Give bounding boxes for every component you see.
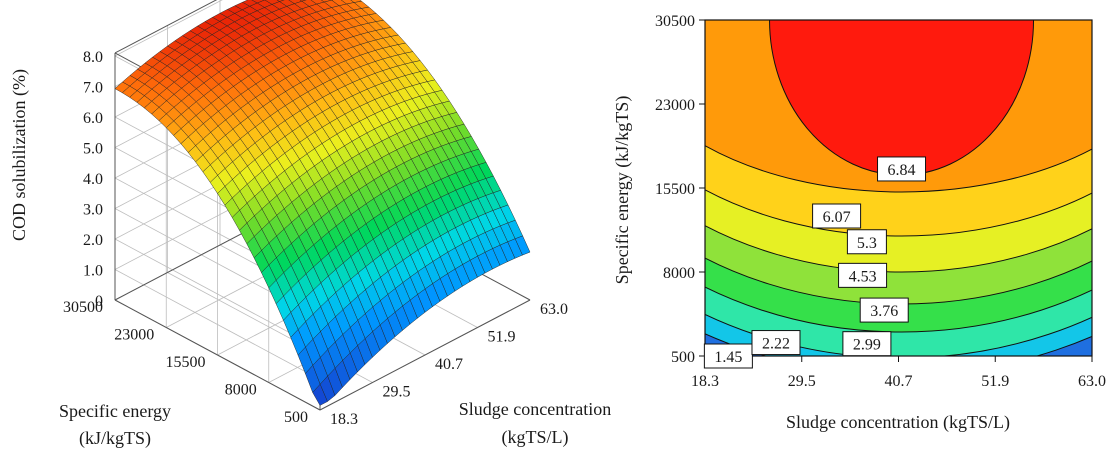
- y-tick-label: 30500: [63, 299, 103, 316]
- contour-y-tick-label: 30500: [655, 13, 695, 30]
- contour-level-label: 6.07: [812, 203, 862, 229]
- contour-x-tick-label: 63.0: [1078, 373, 1106, 390]
- contour-y-tick-label: 23000: [655, 97, 695, 114]
- z-tick-label: 5.0: [83, 141, 103, 158]
- contour-x-tick-label: 51.9: [981, 373, 1009, 390]
- contour-x-axis-label: Sludge concentration (kgTS/L): [786, 412, 1010, 433]
- y-tick-label: 500: [284, 409, 308, 426]
- x-tick-label: 29.5: [383, 384, 411, 401]
- contour-level-value: 6.07: [823, 209, 851, 226]
- z-axis-label: COD solubilization (%): [9, 69, 30, 241]
- contour-x-tick-label: 18.3: [691, 373, 719, 390]
- contour-y-tick-label: 15500: [655, 181, 695, 198]
- contour-level-label: 1.45: [703, 343, 753, 369]
- contour-level-value: 4.53: [849, 268, 877, 285]
- x-axis-label-line1: Sludge concentration: [459, 399, 611, 419]
- axis-box-edge: [114, 299, 321, 411]
- x-tick-label: 18.3: [330, 411, 358, 428]
- z-tick-label: 2.0: [83, 232, 103, 249]
- axis-box-edge: [319, 299, 531, 411]
- contour-bands: [705, 20, 1092, 356]
- z-tick-label: 3.0: [83, 202, 103, 219]
- axis-box-edge: [114, 0, 218, 54]
- surface-chart: 0 1.0 2.0 3.0 4.0 5.0 6.0 7.0 8.0 500 8000 15500 230…: [9, 0, 611, 449]
- contour-level-labels: 1.45 2.22 2.99 3.76 4.53 5.3 6.07 6.84: [703, 156, 927, 369]
- z-tick-label: 0: [95, 293, 103, 310]
- x-tick-label: 40.7: [435, 356, 463, 373]
- contour-level-label: 3.76: [859, 297, 909, 323]
- contour-level-value: 2.99: [853, 337, 881, 354]
- z-tick-label: 7.0: [83, 80, 103, 97]
- y-axis-label-line1: Specific energy: [59, 401, 171, 421]
- y-tick-label: 8000: [225, 382, 257, 399]
- z-tick-label: 1.0: [83, 263, 103, 280]
- contour-level-label: 2.22: [751, 330, 801, 356]
- contour-y-tick-label: 500: [671, 349, 695, 366]
- contour-level-value: 2.22: [762, 336, 790, 353]
- z-tick-label: 8.0: [83, 49, 103, 66]
- x-axis-label-line2: (kgTS/L): [502, 427, 569, 448]
- y-tick-label: 15500: [166, 354, 206, 371]
- contour-level-label: 2.99: [842, 331, 892, 357]
- surface-patch: [514, 235, 531, 256]
- contour-level-label: 6.84: [877, 156, 927, 182]
- contour-level-label: 5.3: [846, 229, 887, 255]
- contour-level-value: 6.84: [888, 162, 916, 179]
- z-tick-label: 4.0: [83, 171, 103, 188]
- contour-level-value: 3.76: [870, 303, 898, 320]
- x-tick-label: 63.0: [540, 301, 568, 318]
- contour-y-tick-label: 8000: [663, 265, 695, 282]
- contour-ticks: 18.3 29.5 40.7 51.9 63.0 500 8000 15500 23000 305…: [655, 13, 1106, 390]
- surface-mesh: [114, 0, 531, 406]
- contour-level-value: 1.45: [714, 349, 742, 366]
- contour-chart: 18.3 29.5 40.7 51.9 63.0 500 8000 15500 23000 305…: [612, 13, 1106, 433]
- y-axis-label-line2: (kJ/kgTS): [79, 428, 151, 449]
- contour-x-tick-label: 40.7: [885, 373, 913, 390]
- y-tick-label: 23000: [114, 327, 154, 344]
- surface-tick-labels: 0 1.0 2.0 3.0 4.0 5.0 6.0 7.0 8.0 500 8000 15500 230…: [63, 49, 568, 428]
- contour-x-tick-label: 29.5: [788, 373, 816, 390]
- contour-level-label: 4.53: [838, 262, 888, 288]
- contour-level-value: 5.3: [857, 235, 877, 252]
- contour-y-axis-label: Specific energy (kJ/kgTS): [612, 96, 633, 285]
- x-tick-label: 51.9: [488, 329, 516, 346]
- z-tick-label: 6.0: [83, 110, 103, 127]
